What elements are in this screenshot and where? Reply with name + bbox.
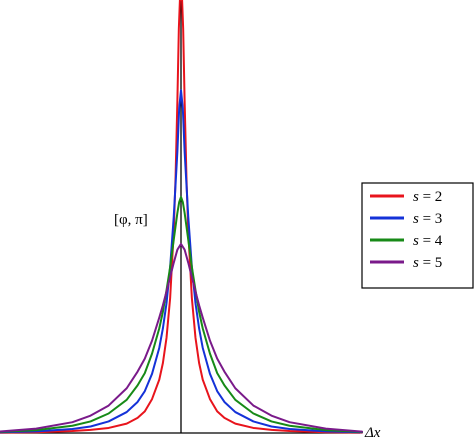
legend-label-s5: s = 5 [413,255,442,271]
series-line-s3 [0,89,363,434]
series-line-s5 [0,242,363,433]
series-line-s4 [0,196,363,433]
legend-label-s4: s = 4 [413,233,443,249]
y-axis-label: [φ, π] [114,212,148,228]
legend-label-s3: s = 3 [413,211,442,227]
legend-items: s = 2 s = 3 s = 4 s = 5 [370,189,443,271]
legend-label-s2: s = 2 [413,189,442,205]
curves-group [0,0,363,434]
legend-box [361,182,474,289]
x-axis-label: Δx [364,425,381,439]
series-line-s2 [0,0,363,434]
legend: s = 2 s = 3 s = 4 s = 5 [361,182,474,289]
